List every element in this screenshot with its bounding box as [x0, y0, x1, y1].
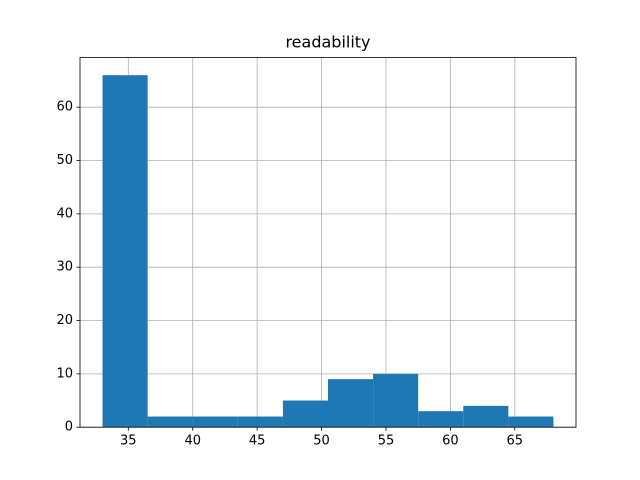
bar: [147, 416, 193, 428]
y-tick-label: 30: [56, 260, 73, 275]
y-tick-label: 0: [65, 420, 73, 435]
bar: [102, 75, 148, 428]
bar: [508, 416, 554, 428]
x-tick-label: 45: [249, 434, 266, 449]
x-tick-label: 60: [442, 434, 459, 449]
bar: [192, 416, 238, 428]
x-tick-label: 65: [507, 434, 524, 449]
x-tick-label: 55: [378, 434, 395, 449]
x-tick-label: 50: [313, 434, 330, 449]
x-tick-label: 35: [120, 434, 137, 449]
y-tick-label: 40: [56, 206, 73, 221]
bar: [328, 379, 374, 428]
bar: [282, 400, 328, 428]
bar: [373, 373, 419, 428]
chart-title: readability: [285, 33, 370, 52]
y-tick-label: 10: [56, 366, 73, 381]
bar: [237, 416, 283, 428]
x-tick-label: 40: [184, 434, 201, 449]
y-tick-label: 20: [56, 313, 73, 328]
bar: [418, 411, 464, 428]
plot-frame: [79, 57, 577, 428]
y-tick-label: 60: [56, 100, 73, 115]
bar: [463, 405, 509, 428]
y-tick-label: 50: [56, 153, 73, 168]
